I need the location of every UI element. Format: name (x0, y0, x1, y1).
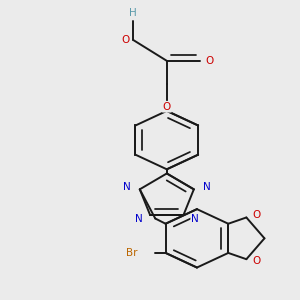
Text: N: N (191, 214, 199, 224)
Text: N: N (123, 182, 131, 192)
Text: O: O (121, 35, 130, 45)
Text: O: O (205, 56, 214, 66)
Text: N: N (203, 182, 211, 192)
Text: O: O (253, 256, 261, 266)
Text: H: H (129, 8, 137, 18)
Text: N: N (135, 214, 142, 224)
Text: O: O (163, 102, 171, 112)
Text: O: O (253, 210, 261, 220)
Text: Br: Br (126, 248, 138, 258)
